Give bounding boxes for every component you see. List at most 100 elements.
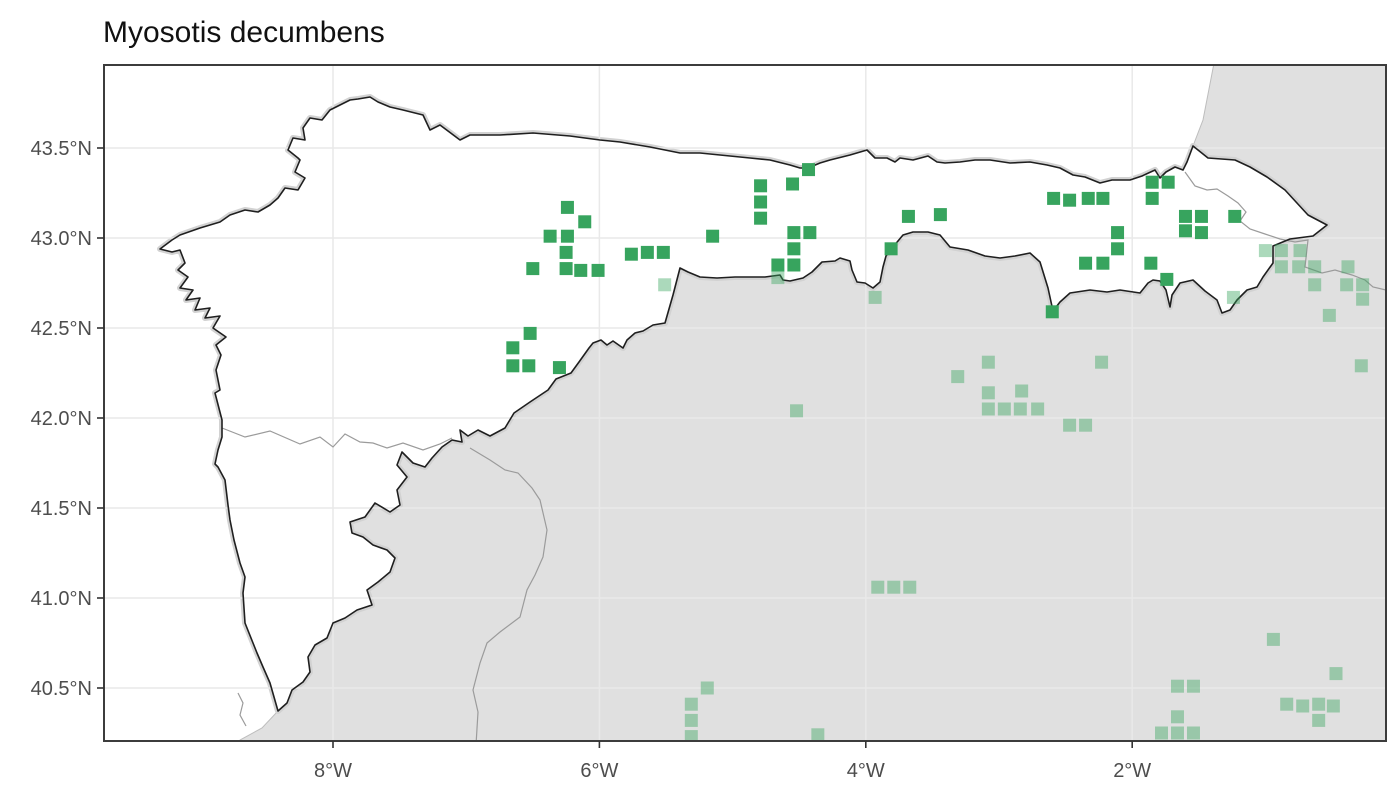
occurrence-point-faded (790, 404, 804, 418)
occurrence-point-faded (1356, 292, 1370, 306)
occurrence-point-faded (684, 697, 698, 711)
occurrence-point (1111, 242, 1125, 256)
occurrence-point (543, 229, 557, 243)
occurrence-point (578, 215, 592, 229)
occurrence-point (522, 359, 536, 373)
occurrence-point (506, 341, 520, 355)
occurrence-point (523, 326, 537, 340)
x-tick-label: 2°W (1113, 760, 1151, 782)
gridlines (104, 65, 1386, 741)
occurrence-point-faded (1095, 355, 1109, 369)
occurrence-point (1047, 191, 1061, 205)
occurrence-point-faded (1280, 697, 1294, 711)
y-tick-label: 42.0°N (31, 408, 92, 430)
occurrence-point (802, 163, 816, 177)
occurrence-point (933, 208, 947, 222)
occurrence-point-faded (1266, 632, 1280, 646)
occurrence-point (526, 262, 540, 276)
occurrence-point-faded (1312, 713, 1326, 727)
occurrence-point (706, 229, 720, 243)
occurrence-point (1096, 191, 1110, 205)
occurrence-point (884, 242, 898, 256)
occurrence-point (1144, 256, 1158, 270)
occurrence-point (1079, 256, 1093, 270)
occurrence-point (787, 226, 801, 240)
occurrence-point-faded (1308, 260, 1322, 274)
occurrence-point (787, 258, 801, 272)
occurrence-point (624, 247, 638, 261)
occurrence-point-faded (868, 290, 882, 304)
y-tick-label: 40.5°N (31, 678, 92, 700)
occurrence-point-faded (1356, 278, 1370, 292)
occurrence-point-faded (951, 370, 965, 384)
border-portugal-spain (469, 447, 548, 741)
occurrence-point-faded (684, 730, 698, 741)
occurrence-point (1194, 209, 1208, 223)
occurrence-point (1145, 191, 1159, 205)
occurrence-point-faded (811, 728, 825, 741)
occurrence-point-faded (1170, 679, 1184, 693)
occurrence-point-faded (1274, 260, 1288, 274)
occurrence-point-faded (1354, 359, 1368, 373)
occurrence-point (591, 263, 605, 277)
occurrence-point-faded (1312, 697, 1326, 711)
occurrence-point (1161, 175, 1175, 189)
occurrence-point-faded (997, 402, 1011, 416)
occurrence-points (506, 163, 1242, 375)
occurrence-point-faded (1329, 667, 1343, 681)
occurrence-point (1063, 193, 1077, 207)
y-tick-label: 41.5°N (31, 498, 92, 520)
occurrence-point-faded (771, 271, 785, 285)
occurrence-point (506, 359, 520, 373)
occurrence-point-faded (1226, 290, 1240, 304)
occurrence-point-faded (1341, 260, 1355, 274)
border-france-spain (1184, 171, 1386, 291)
occurrence-point-faded (1186, 679, 1200, 693)
y-tick-label: 42.5°N (31, 318, 92, 340)
occurrence-point-faded (1170, 726, 1184, 740)
occurrence-point-faded (1340, 278, 1354, 292)
occurrence-point-faded (1296, 699, 1310, 713)
occurrence-point-faded (1031, 402, 1045, 416)
occurrence-points-faded (658, 244, 1370, 741)
border-minho (221, 427, 453, 451)
occurrence-point (1111, 226, 1125, 240)
occurrence-point (574, 263, 588, 277)
y-tick-label: 41.0°N (31, 588, 92, 610)
occurrence-point (754, 211, 768, 225)
occurrence-point (552, 361, 566, 375)
y-axis: 43.5°N 43.0°N 42.5°N 42.0°N 41.5°N 41.0°N 40.5… (31, 138, 104, 700)
occurrence-point (640, 245, 654, 259)
occurrence-point-faded (1326, 699, 1340, 713)
coast-lagoon-detail (237, 692, 247, 727)
atlantic-region-fill (160, 97, 1327, 711)
map-layers (104, 65, 1386, 741)
atlantic-region-outline (159, 96, 1328, 712)
occurrence-point (560, 200, 574, 214)
occurrence-point (803, 226, 817, 240)
x-tick-label: 6°W (580, 760, 618, 782)
occurrence-point-faded (1155, 726, 1169, 740)
occurrence-point (559, 245, 573, 259)
occurrence-point-faded (1293, 244, 1307, 258)
x-tick-label: 8°W (314, 760, 352, 782)
y-tick-label: 43.5°N (31, 138, 92, 160)
occurrence-point (1145, 175, 1159, 189)
panel-border (103, 64, 1387, 742)
occurrence-point-faded (903, 580, 917, 594)
occurrence-point (754, 195, 768, 209)
occurrence-point (656, 245, 670, 259)
occurrence-point (1096, 256, 1110, 270)
occurrence-point (771, 258, 785, 272)
occurrence-point-faded (1292, 260, 1306, 274)
occurrence-point-faded (981, 355, 995, 369)
occurrence-point (560, 229, 574, 243)
occurrence-point (1081, 191, 1095, 205)
occurrence-point (786, 177, 800, 191)
occurrence-point-faded (981, 402, 995, 416)
occurrence-point (1228, 209, 1242, 223)
occurrence-point (787, 242, 801, 256)
occurrence-point (1178, 209, 1192, 223)
